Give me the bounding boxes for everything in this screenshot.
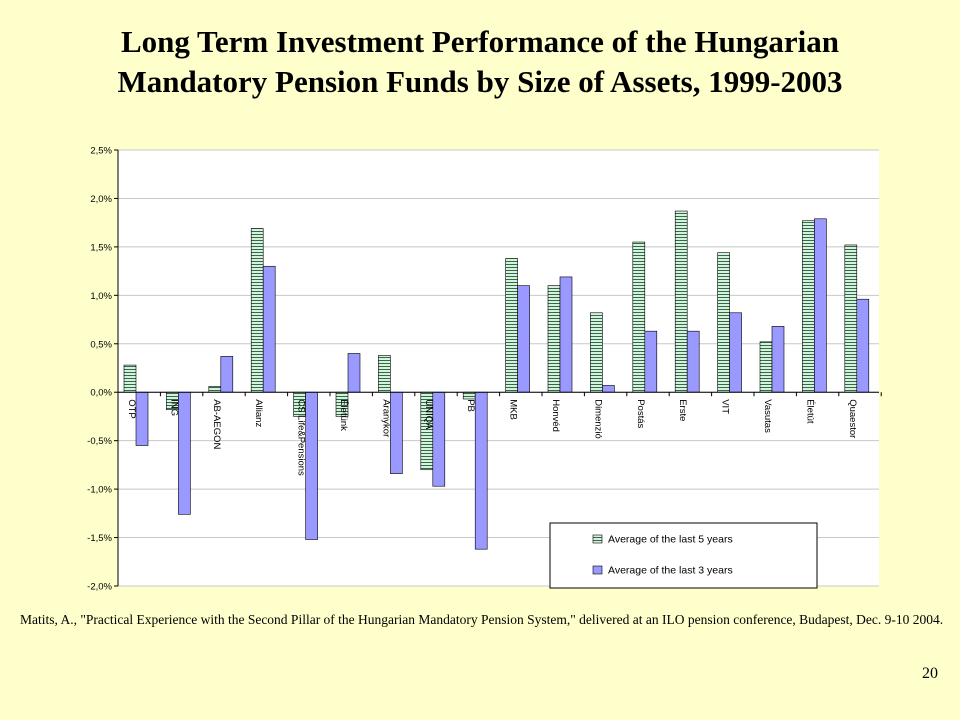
x-category-label: CS Life&Pensions (296, 399, 307, 476)
x-category-label: VIT (720, 399, 731, 414)
x-category-label: ING (168, 399, 179, 416)
bar-series-1-17 (844, 244, 858, 393)
bar-series-2-17 (856, 298, 870, 393)
bar-series-2-9 (517, 285, 530, 393)
bar-series-1-6 (378, 355, 391, 393)
y-tick-label: -2,0% (87, 582, 112, 593)
plot-area (118, 150, 879, 586)
bar-series-2-11 (602, 385, 615, 393)
bar-series-1-14 (717, 252, 730, 393)
y-tick-label: 2,0% (90, 194, 112, 205)
x-category-label: MKB (508, 399, 519, 420)
slide-number: 20 (922, 665, 938, 682)
legend-box (549, 522, 818, 589)
x-category-label: OTP (126, 399, 137, 419)
bar-series-1-13 (674, 210, 688, 393)
y-tick-label: 2,5% (90, 146, 112, 157)
x-category-label: Quaestor (847, 399, 858, 438)
y-tick-label: 0,0% (90, 388, 112, 399)
legend-swatch-1 (592, 534, 603, 544)
x-category-label: Postás (635, 399, 646, 428)
x-category-label: Allianz (253, 399, 264, 427)
bar-series-1-2 (208, 386, 222, 393)
y-tick-label: 1,0% (90, 291, 112, 302)
y-tick-label: 1,5% (90, 242, 112, 253)
x-category-label: Erste (677, 399, 688, 421)
bar-series-1-10 (547, 285, 561, 393)
bar-series-1-9 (505, 258, 518, 393)
bar-series-2-12 (644, 330, 658, 393)
bar-series-1-11 (590, 312, 603, 393)
x-category-label: Életút (804, 399, 815, 424)
bar-series-2-15 (771, 326, 785, 393)
bar-series-2-5 (347, 353, 361, 393)
x-category-label: Dimenzió (592, 399, 603, 439)
bar-series-1-12 (632, 241, 646, 393)
bar-series-2-8 (474, 391, 488, 550)
bar-series-1-0 (123, 364, 137, 393)
bar-series-1-8 (462, 391, 476, 400)
bar-series-1-16 (802, 220, 815, 393)
bar-series-2-14 (729, 312, 742, 393)
x-category-label: Aranykor (380, 399, 391, 437)
y-tick-label: 0,5% (90, 339, 112, 350)
bar-series-2-13 (686, 330, 700, 393)
bar-series-1-15 (759, 341, 773, 393)
chart-title: Long Term Investment Performance of the … (117, 24, 843, 99)
x-category-label: UNIQA (423, 399, 434, 430)
legend-label-1: Average of the last 5 years (608, 534, 733, 546)
x-category-label: Honvéd (550, 399, 561, 432)
y-tick-label: -1,5% (87, 533, 112, 544)
x-category-label: AB-AEGON (211, 399, 222, 449)
legend-label-2: Average of the last 3 years (608, 565, 733, 577)
bar-series-2-16 (814, 218, 827, 393)
y-tick-label: -0,5% (87, 436, 112, 447)
source-citation: Matits, A., "Practical Experience with t… (20, 612, 944, 627)
x-category-label: Vasutas (762, 399, 773, 433)
bar-series-2-3 (262, 265, 276, 393)
legend-swatch-2 (592, 565, 603, 575)
bar-series-2-10 (559, 276, 573, 393)
y-tick-label: -1,0% (87, 485, 112, 496)
bar-series-1-3 (250, 228, 264, 393)
x-category-label: Életünk (338, 399, 349, 431)
bar-series-2-2 (220, 356, 234, 393)
x-category-label: PB (465, 399, 476, 412)
